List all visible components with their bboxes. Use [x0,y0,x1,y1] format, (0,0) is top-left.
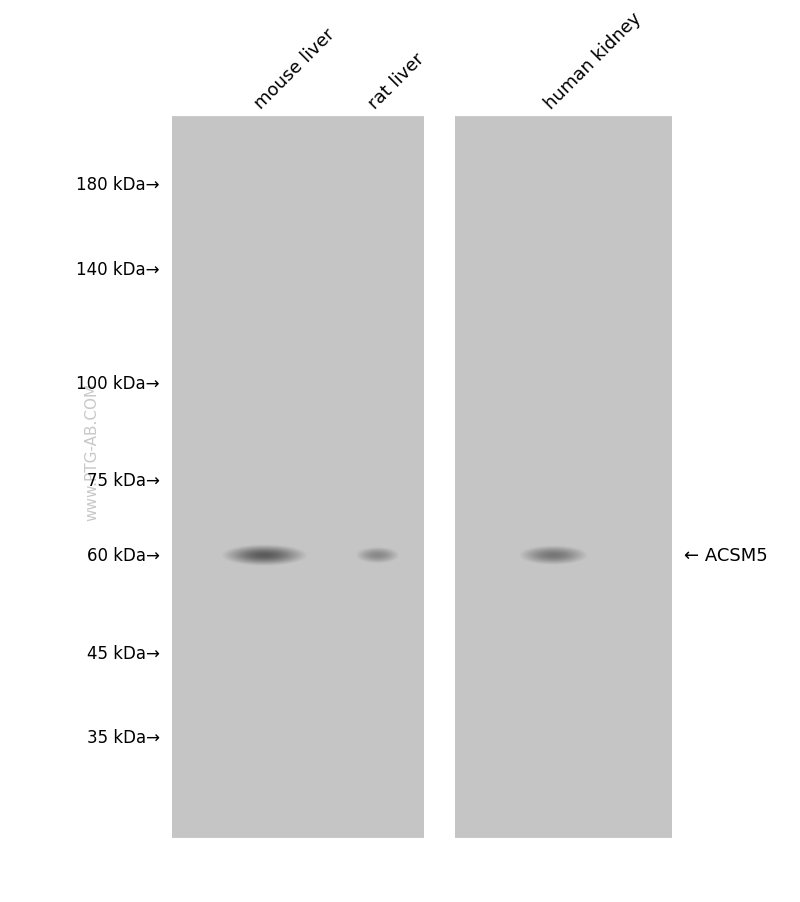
Text: rat liver: rat liver [365,50,428,113]
Text: www.PTG-AB.COM: www.PTG-AB.COM [85,382,99,520]
Text: mouse liver: mouse liver [251,25,338,113]
Text: 45 kDa→: 45 kDa→ [87,644,160,662]
Text: 100 kDa→: 100 kDa→ [77,374,160,392]
Text: human kidney: human kidney [541,9,645,113]
Text: 60 kDa→: 60 kDa→ [87,547,160,565]
Text: ← ACSM5: ← ACSM5 [684,547,768,565]
Text: 35 kDa→: 35 kDa→ [87,729,160,747]
Text: 75 kDa→: 75 kDa→ [87,472,160,489]
Text: 180 kDa→: 180 kDa→ [77,176,160,194]
Text: 140 kDa→: 140 kDa→ [77,261,160,279]
